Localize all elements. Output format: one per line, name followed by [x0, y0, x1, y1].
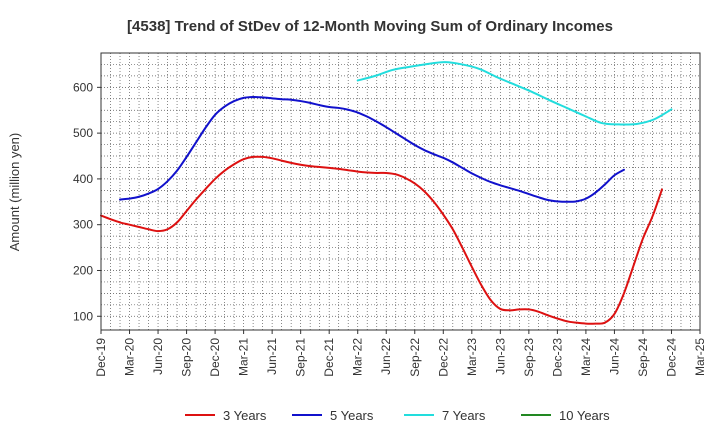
x-tick-label: Dec-21: [322, 338, 336, 377]
x-tick-label: Jun-23: [493, 338, 507, 375]
x-tick-label: Sep-20: [180, 338, 194, 377]
x-tick-label: Mar-23: [465, 338, 479, 376]
x-tick-label: Dec-23: [550, 338, 564, 377]
series-line-5-years: [119, 95, 625, 203]
x-axis: Dec-19 Mar-20 Jun-20 Sep-20 Dec-20 Mar-21 Jun-…: [94, 330, 707, 377]
x-tick-label: Dec-22: [436, 338, 450, 377]
y-axis: 100 200 300 400 500 600: [73, 80, 101, 323]
x-tick-label: Dec-20: [208, 338, 222, 377]
series-line-3-years: [100, 155, 663, 325]
x-tick-label: Mar-24: [579, 338, 593, 376]
x-tick-label: Jun-24: [607, 338, 621, 375]
grid: [101, 53, 700, 330]
y-tick-label: 600: [73, 80, 93, 94]
x-tick-label: Sep-24: [636, 338, 650, 377]
x-tick-label: Sep-23: [522, 338, 536, 377]
x-tick-label: Jun-22: [379, 338, 393, 375]
y-tick-label: 200: [73, 263, 93, 277]
x-tick-label: Jun-21: [265, 338, 279, 375]
chart-title: [4538] Trend of StDev of 12-Month Moving…: [127, 18, 613, 35]
x-tick-label: Sep-22: [408, 338, 422, 377]
y-axis-label: Amount (million yen): [7, 133, 22, 252]
x-tick-label: Mar-20: [123, 338, 137, 376]
series-line-7-years: [356, 61, 673, 126]
plot-frame: [100, 52, 701, 331]
x-tick-label: Mar-25: [693, 338, 707, 376]
x-tick-label: Sep-21: [294, 338, 308, 377]
y-tick-label: 300: [73, 218, 93, 232]
y-tick-label: 400: [73, 172, 93, 186]
x-tick-label: Mar-21: [237, 338, 251, 376]
x-tick-label: Dec-19: [94, 338, 108, 377]
legend-label: 3 Years: [223, 408, 267, 423]
series-group: [100, 61, 673, 325]
legend-label: 5 Years: [330, 408, 374, 423]
y-tick-label: 500: [73, 126, 93, 140]
x-tick-label: Dec-24: [664, 338, 678, 377]
y-tick-label: 100: [73, 309, 93, 323]
x-tick-label: Mar-22: [351, 338, 365, 376]
legend-label: 7 Years: [442, 408, 486, 423]
legend: 3 Years 5 Years 7 Years 10 Years: [185, 408, 610, 423]
x-tick-label: Jun-20: [151, 338, 165, 375]
legend-label: 10 Years: [559, 408, 610, 423]
plot-area: [101, 53, 700, 330]
